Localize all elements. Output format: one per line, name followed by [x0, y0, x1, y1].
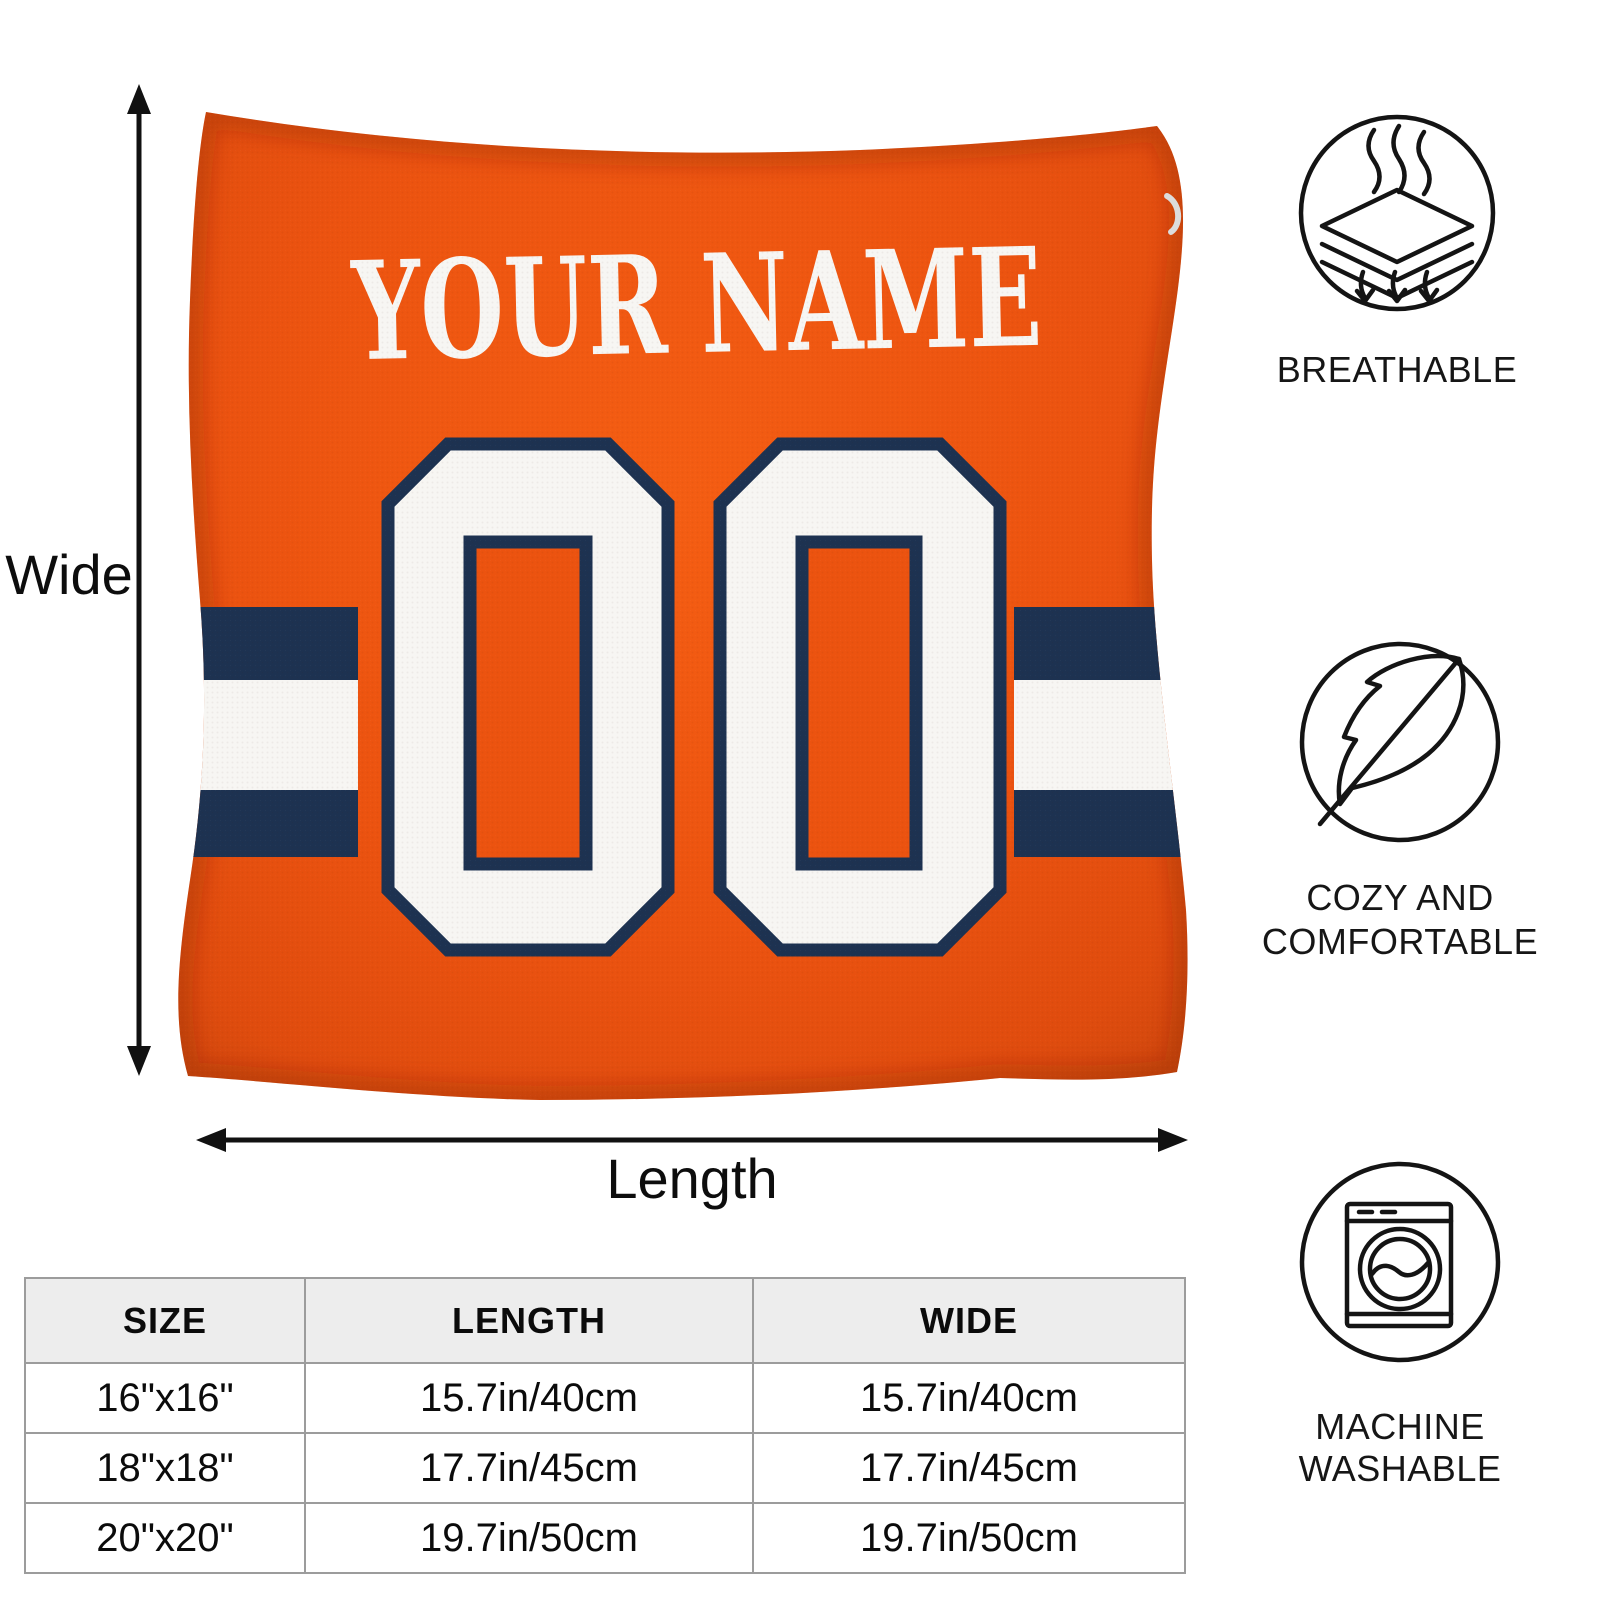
size-table-header-row: SIZE LENGTH WIDE: [24, 1277, 1186, 1364]
size-table-cell: 19.7in/50cm: [304, 1502, 754, 1574]
size-table-cell: 20"x20": [24, 1502, 306, 1574]
feature-cozy-label: COZY AND COMFORTABLE: [1250, 876, 1550, 964]
table-row: 16"x16" 15.7in/40cm 15.7in/40cm: [24, 1362, 1186, 1434]
breathable-icon: [1298, 114, 1496, 312]
feature-label-line: MACHINE: [1315, 1406, 1485, 1447]
size-table-cell: 17.7in/45cm: [304, 1432, 754, 1504]
size-table: SIZE LENGTH WIDE 16"x16" 15.7in/40cm 15.…: [24, 1277, 1186, 1574]
feature-label-line: WASHABLE: [1298, 1448, 1502, 1489]
size-table-cell: 15.7in/40cm: [304, 1362, 754, 1434]
seam-tag: [1164, 193, 1181, 235]
pillow-photo: YOUR NAME: [178, 112, 1188, 1100]
size-table-header-size: SIZE: [24, 1277, 306, 1364]
size-table-cell: 18"x18": [24, 1432, 306, 1504]
washing-machine-icon: [1299, 1161, 1501, 1363]
feature-breathable-label: BREATHABLE: [1247, 348, 1547, 392]
wide-label: Wide: [5, 543, 133, 606]
length-label: Length: [606, 1147, 777, 1210]
feature-label-line: BREATHABLE: [1276, 349, 1518, 390]
feather-icon: [1299, 641, 1501, 843]
size-table-header-length: LENGTH: [304, 1277, 754, 1364]
size-table-cell: 16"x16": [24, 1362, 306, 1434]
table-row: 20"x20" 19.7in/50cm 19.7in/50cm: [24, 1502, 1186, 1574]
size-table-header-wide: WIDE: [752, 1277, 1186, 1364]
length-dimension-arrow: [196, 1128, 1188, 1152]
size-table-cell: 19.7in/50cm: [752, 1502, 1186, 1574]
feature-label-line: COMFORTABLE: [1261, 921, 1539, 962]
feature-label-line: COZY AND: [1306, 877, 1494, 918]
size-table-cell: 17.7in/45cm: [752, 1432, 1186, 1504]
feature-washable-label: MACHINE WASHABLE: [1250, 1406, 1550, 1490]
table-row: 18"x18" 17.7in/45cm 17.7in/45cm: [24, 1432, 1186, 1504]
size-table-cell: 15.7in/40cm: [752, 1362, 1186, 1434]
wide-dimension-arrow: [127, 84, 151, 1076]
